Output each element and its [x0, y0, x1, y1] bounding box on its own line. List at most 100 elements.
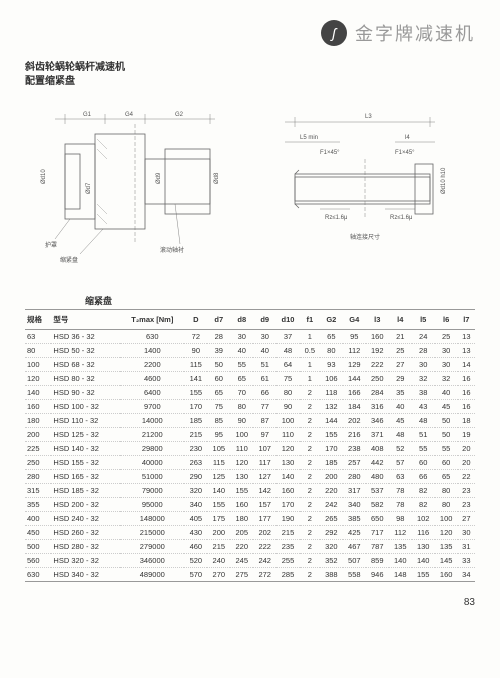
th-l7: l7 — [458, 310, 475, 330]
svg-text:L3: L3 — [365, 114, 372, 120]
table-row: 630HSD 340 - 324890005702702752722852388… — [25, 568, 475, 582]
table-cell: 34 — [458, 568, 475, 582]
table-cell: 30 — [458, 526, 475, 540]
table-cell: 65 — [207, 386, 230, 400]
table-cell: 222 — [366, 358, 389, 372]
table-cell: 55 — [230, 358, 253, 372]
table-cell: HSD 185 - 32 — [51, 484, 120, 498]
table-cell: 408 — [366, 442, 389, 456]
table-cell: 51 — [412, 428, 435, 442]
table-cell: 32 — [435, 372, 458, 386]
table-cell: 1 — [300, 358, 320, 372]
table-cell: 28 — [412, 344, 435, 358]
table-cell: 245 — [230, 554, 253, 568]
table-cell: 125 — [207, 470, 230, 484]
th-spec: 规格 — [25, 310, 51, 330]
table-cell: 2 — [300, 568, 320, 582]
svg-text:l4: l4 — [405, 135, 410, 141]
table-cell: 80 — [276, 386, 300, 400]
table-cell: 16 — [458, 400, 475, 414]
svg-text:缩紧盘: 缩紧盘 — [60, 256, 78, 264]
table-cell: 24 — [412, 330, 435, 344]
table-cell: 240 — [207, 554, 230, 568]
table-cell: 192 — [366, 344, 389, 358]
table-cell: 102 — [412, 512, 435, 526]
page-title: 斜齿轮蜗轮蜗杆减速机 配置缩紧盘 — [25, 61, 475, 89]
table-cell: HSD 240 - 32 — [51, 512, 120, 526]
table-cell: 40 — [253, 344, 276, 358]
table-cell: 317 — [343, 484, 366, 498]
table-cell: 144 — [343, 372, 366, 386]
svg-text:Ød7: Ød7 — [86, 182, 92, 194]
table-cell: 82 — [412, 498, 435, 512]
table-cell: HSD 125 - 32 — [51, 428, 120, 442]
table-cell: 13 — [458, 344, 475, 358]
table-cell: 55 — [435, 442, 458, 456]
table-cell: 90 — [184, 344, 207, 358]
table-cell: 175 — [207, 512, 230, 526]
table-cell: 95 — [343, 330, 366, 344]
table-cell: 85 — [207, 414, 230, 428]
table-cell: HSD 68 - 32 — [51, 358, 120, 372]
table-cell: 100 — [230, 428, 253, 442]
table-cell: 140 — [389, 554, 412, 568]
table-cell: 75 — [207, 400, 230, 414]
table-cell: 270 — [207, 568, 230, 582]
th-model: 型号 — [51, 310, 120, 330]
table-cell: 40 — [230, 344, 253, 358]
table-cell: 507 — [343, 554, 366, 568]
table-cell: 65 — [230, 372, 253, 386]
table-cell: 112 — [343, 344, 366, 358]
table-cell: 425 — [343, 526, 366, 540]
th-l3: l3 — [366, 310, 389, 330]
table-cell: HSD 165 - 32 — [51, 470, 120, 484]
table-cell: 630 — [25, 568, 51, 582]
table-row: 450HSD 260 - 322150004302002052022152292… — [25, 526, 475, 540]
table-cell: 79000 — [120, 484, 184, 498]
table-row: 250HSD 155 - 324000026311512011713021852… — [25, 456, 475, 470]
table-cell: 160 — [230, 498, 253, 512]
table-cell: 2 — [300, 512, 320, 526]
table-cell: 279000 — [120, 540, 184, 554]
table-cell: 460 — [184, 540, 207, 554]
table-cell: 63 — [25, 330, 51, 344]
table-row: 280HSD 165 - 325100029012513012714022002… — [25, 470, 475, 484]
svg-text:Rz≤1.6μ: Rz≤1.6μ — [325, 215, 348, 221]
table-cell: 284 — [366, 386, 389, 400]
table-cell: 77 — [253, 400, 276, 414]
table-cell: 112 — [389, 526, 412, 540]
table-cell: 21200 — [120, 428, 184, 442]
table-cell: 75 — [276, 372, 300, 386]
table-cell: 160 — [366, 330, 389, 344]
table-cell: 6400 — [120, 386, 184, 400]
table-cell: 82 — [412, 484, 435, 498]
table-cell: 558 — [343, 568, 366, 582]
table-cell: 285 — [276, 568, 300, 582]
table-cell: 170 — [184, 400, 207, 414]
table-cell: 320 — [320, 540, 343, 554]
table-cell: 787 — [366, 540, 389, 554]
table-cell: 141 — [184, 372, 207, 386]
svg-text:G2: G2 — [175, 112, 184, 118]
table-cell: 215 — [207, 540, 230, 554]
table-cell: 200 — [320, 470, 343, 484]
table-row: 200HSD 125 - 322120021595100971102155216… — [25, 428, 475, 442]
table-cell: 25 — [435, 330, 458, 344]
table-cell: 250 — [366, 372, 389, 386]
table-cell: 98 — [389, 512, 412, 526]
table-cell: HSD 36 - 32 — [51, 330, 120, 344]
table-cell: HSD 80 - 32 — [51, 372, 120, 386]
table-cell: 29800 — [120, 442, 184, 456]
table-cell: 80 — [320, 344, 343, 358]
table-cell: 130 — [230, 470, 253, 484]
table-cell: 38 — [412, 386, 435, 400]
table-cell: 116 — [412, 526, 435, 540]
th-l6: l6 — [435, 310, 458, 330]
table-row: 80HSD 50 - 32140090394040480.58011219225… — [25, 344, 475, 358]
brand-name: 金字牌减速机 — [355, 20, 475, 46]
table-cell: 80 — [25, 344, 51, 358]
page-number: 83 — [25, 597, 475, 608]
table-cell: 100 — [276, 414, 300, 428]
table-cell: 80 — [435, 484, 458, 498]
table-cell: 292 — [320, 526, 343, 540]
